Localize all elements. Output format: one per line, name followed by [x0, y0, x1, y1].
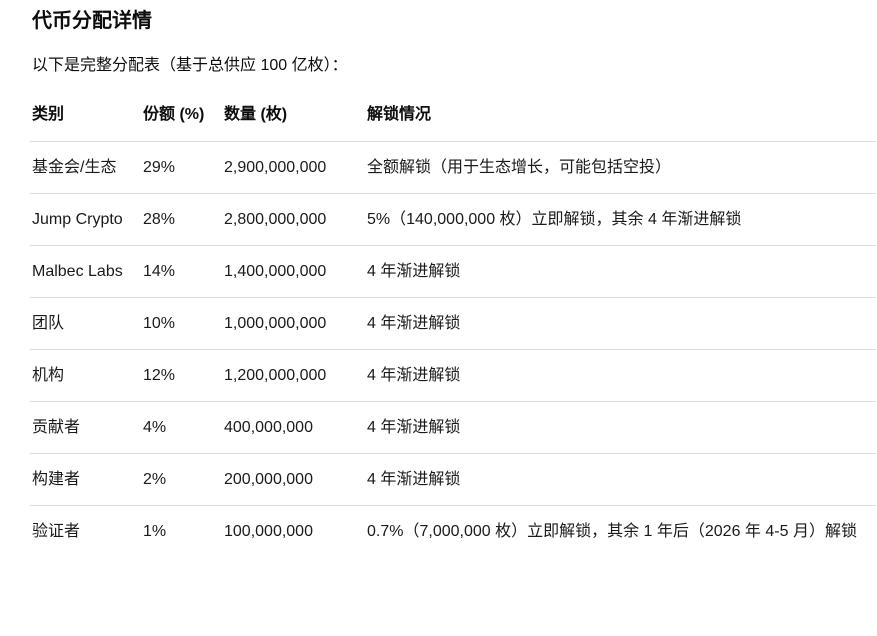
cell-amount: 1,200,000,000	[224, 367, 327, 384]
cell-category: 基金会/生态	[32, 159, 117, 176]
table-row: 贡献者 4% 400,000,000 4 年渐进解锁	[30, 401, 876, 454]
table-row: 机构 12% 1,200,000,000 4 年渐进解锁	[30, 349, 876, 402]
table-header-row: 类别 份额 (%) 数量 (枚) 解锁情况	[30, 90, 876, 142]
cell-share: 1%	[143, 523, 167, 540]
cell-amount: 400,000,000	[224, 419, 313, 436]
cell-share: 29%	[143, 159, 176, 176]
header-share: 份额 (%)	[143, 106, 205, 123]
allocation-table: 类别 份额 (%) 数量 (枚) 解锁情况 基金会/生态 29% 2,900,000…	[30, 90, 876, 557]
intro-text: 以下是完整分配表（基于总供应 100 亿枚）：	[32, 57, 348, 74]
table-row: Malbec Labs 14% 1,400,000,000 4 年渐进解锁	[30, 245, 876, 298]
cell-amount: 200,000,000	[224, 471, 313, 488]
table-row: 基金会/生态 29% 2,900,000,000 全额解锁（用于生态增长，可能包括空投…	[30, 141, 876, 194]
cell-category: 构建者	[32, 471, 81, 488]
cell-category: 团队	[32, 315, 65, 332]
header-category: 类别	[32, 106, 65, 123]
cell-category: 验证者	[32, 523, 81, 540]
cell-share: 4%	[143, 419, 167, 436]
cell-unlock: 全额解锁（用于生态增长，可能包括空投）	[367, 159, 672, 176]
cell-share: 2%	[143, 471, 167, 488]
table-row: 团队 10% 1,000,000,000 4 年渐进解锁	[30, 297, 876, 350]
cell-unlock: 4 年渐进解锁	[367, 263, 461, 280]
cell-share: 28%	[143, 211, 176, 228]
cell-unlock: 4 年渐进解锁	[367, 367, 461, 384]
cell-amount: 2,800,000,000	[224, 211, 327, 228]
cell-share: 10%	[143, 315, 176, 332]
table-row: 验证者 1% 100,000,000 0.7%（7,000,000 枚）立即解锁，其余…	[30, 505, 876, 558]
header-amount: 数量 (枚)	[224, 106, 288, 123]
cell-amount: 100,000,000	[224, 523, 313, 540]
cell-category: Jump Crypto	[32, 211, 123, 228]
cell-amount: 1,400,000,000	[224, 263, 327, 280]
cell-category: Malbec Labs	[32, 263, 123, 280]
cell-unlock: 5%（140,000,000 枚）立即解锁，其余 4 年渐进解锁	[367, 211, 742, 228]
cell-amount: 2,900,000,000	[224, 159, 327, 176]
cell-share: 12%	[143, 367, 176, 384]
cell-category: 机构	[32, 367, 65, 384]
cell-unlock: 4 年渐进解锁	[367, 471, 461, 488]
cell-unlock: 4 年渐进解锁	[367, 315, 461, 332]
cell-category: 贡献者	[32, 419, 81, 436]
table-row: 构建者 2% 200,000,000 4 年渐进解锁	[30, 453, 876, 506]
cell-share: 14%	[143, 263, 176, 280]
cell-unlock: 4 年渐进解锁	[367, 419, 461, 436]
cell-unlock: 0.7%（7,000,000 枚）立即解锁，其余 1 年后（2026 年 4-5…	[367, 523, 857, 540]
page-title: 代币分配详情	[32, 10, 152, 32]
cell-amount: 1,000,000,000	[224, 315, 327, 332]
table-row: Jump Crypto 28% 2,800,000,000 5%（140,000,00…	[30, 193, 876, 246]
header-unlock: 解锁情况	[367, 106, 432, 123]
